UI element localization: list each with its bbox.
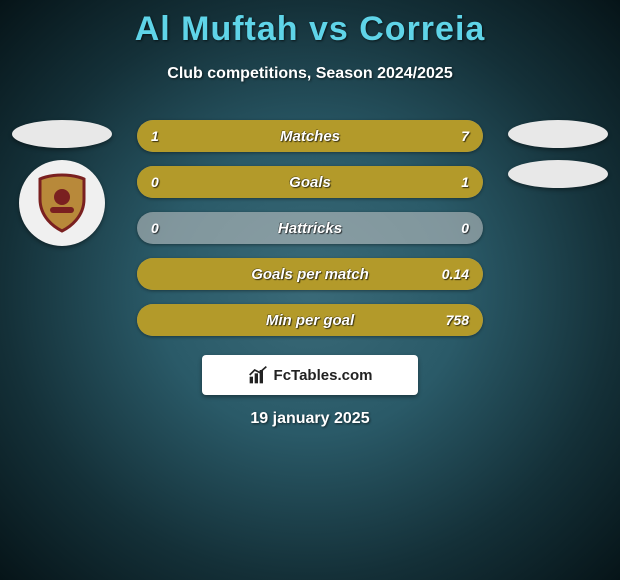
team-logo-placeholder bbox=[508, 120, 608, 148]
chart-icon bbox=[248, 365, 268, 385]
stat-row: Min per goal758 bbox=[137, 304, 483, 336]
content-wrapper: Al Muftah vs Correia Club competitions, … bbox=[0, 0, 620, 580]
stat-row: Matches1 7 bbox=[137, 120, 483, 152]
date-label: 19 january 2025 bbox=[0, 410, 620, 428]
stat-label: Min per goal bbox=[137, 304, 483, 336]
stat-label: Matches bbox=[137, 120, 483, 152]
team-logo-placeholder bbox=[508, 160, 608, 188]
stat-row: Goals per match0.14 bbox=[137, 258, 483, 290]
stat-label: Goals bbox=[137, 166, 483, 198]
right-team-logos bbox=[508, 120, 608, 188]
brand-text: FcTables.com bbox=[274, 367, 373, 384]
brand-badge: FcTables.com bbox=[202, 355, 418, 395]
stat-label: Goals per match bbox=[137, 258, 483, 290]
stat-value-right: 0 bbox=[461, 212, 469, 244]
stat-value-right: 7 bbox=[461, 120, 469, 152]
stat-value-right: 0.14 bbox=[442, 258, 469, 290]
stat-value-right: 758 bbox=[446, 304, 469, 336]
stat-label: Hattricks bbox=[137, 212, 483, 244]
stat-value-left: 1 bbox=[151, 120, 159, 152]
stats-panel: Matches17Goals01Hattricks00Goals per mat… bbox=[137, 120, 483, 336]
team-logo-placeholder bbox=[12, 120, 112, 148]
stat-row: Goals0 1 bbox=[137, 166, 483, 198]
stat-value-left: 0 bbox=[151, 166, 159, 198]
stat-value-right: 1 bbox=[461, 166, 469, 198]
page-title: Al Muftah vs Correia bbox=[0, 0, 620, 49]
stat-row: Hattricks0 0 bbox=[137, 212, 483, 244]
shield-icon bbox=[30, 171, 94, 235]
page-subtitle: Club competitions, Season 2024/2025 bbox=[0, 65, 620, 83]
stat-value-left: 0 bbox=[151, 212, 159, 244]
left-team-logos bbox=[12, 120, 112, 246]
team-crest bbox=[19, 160, 105, 246]
